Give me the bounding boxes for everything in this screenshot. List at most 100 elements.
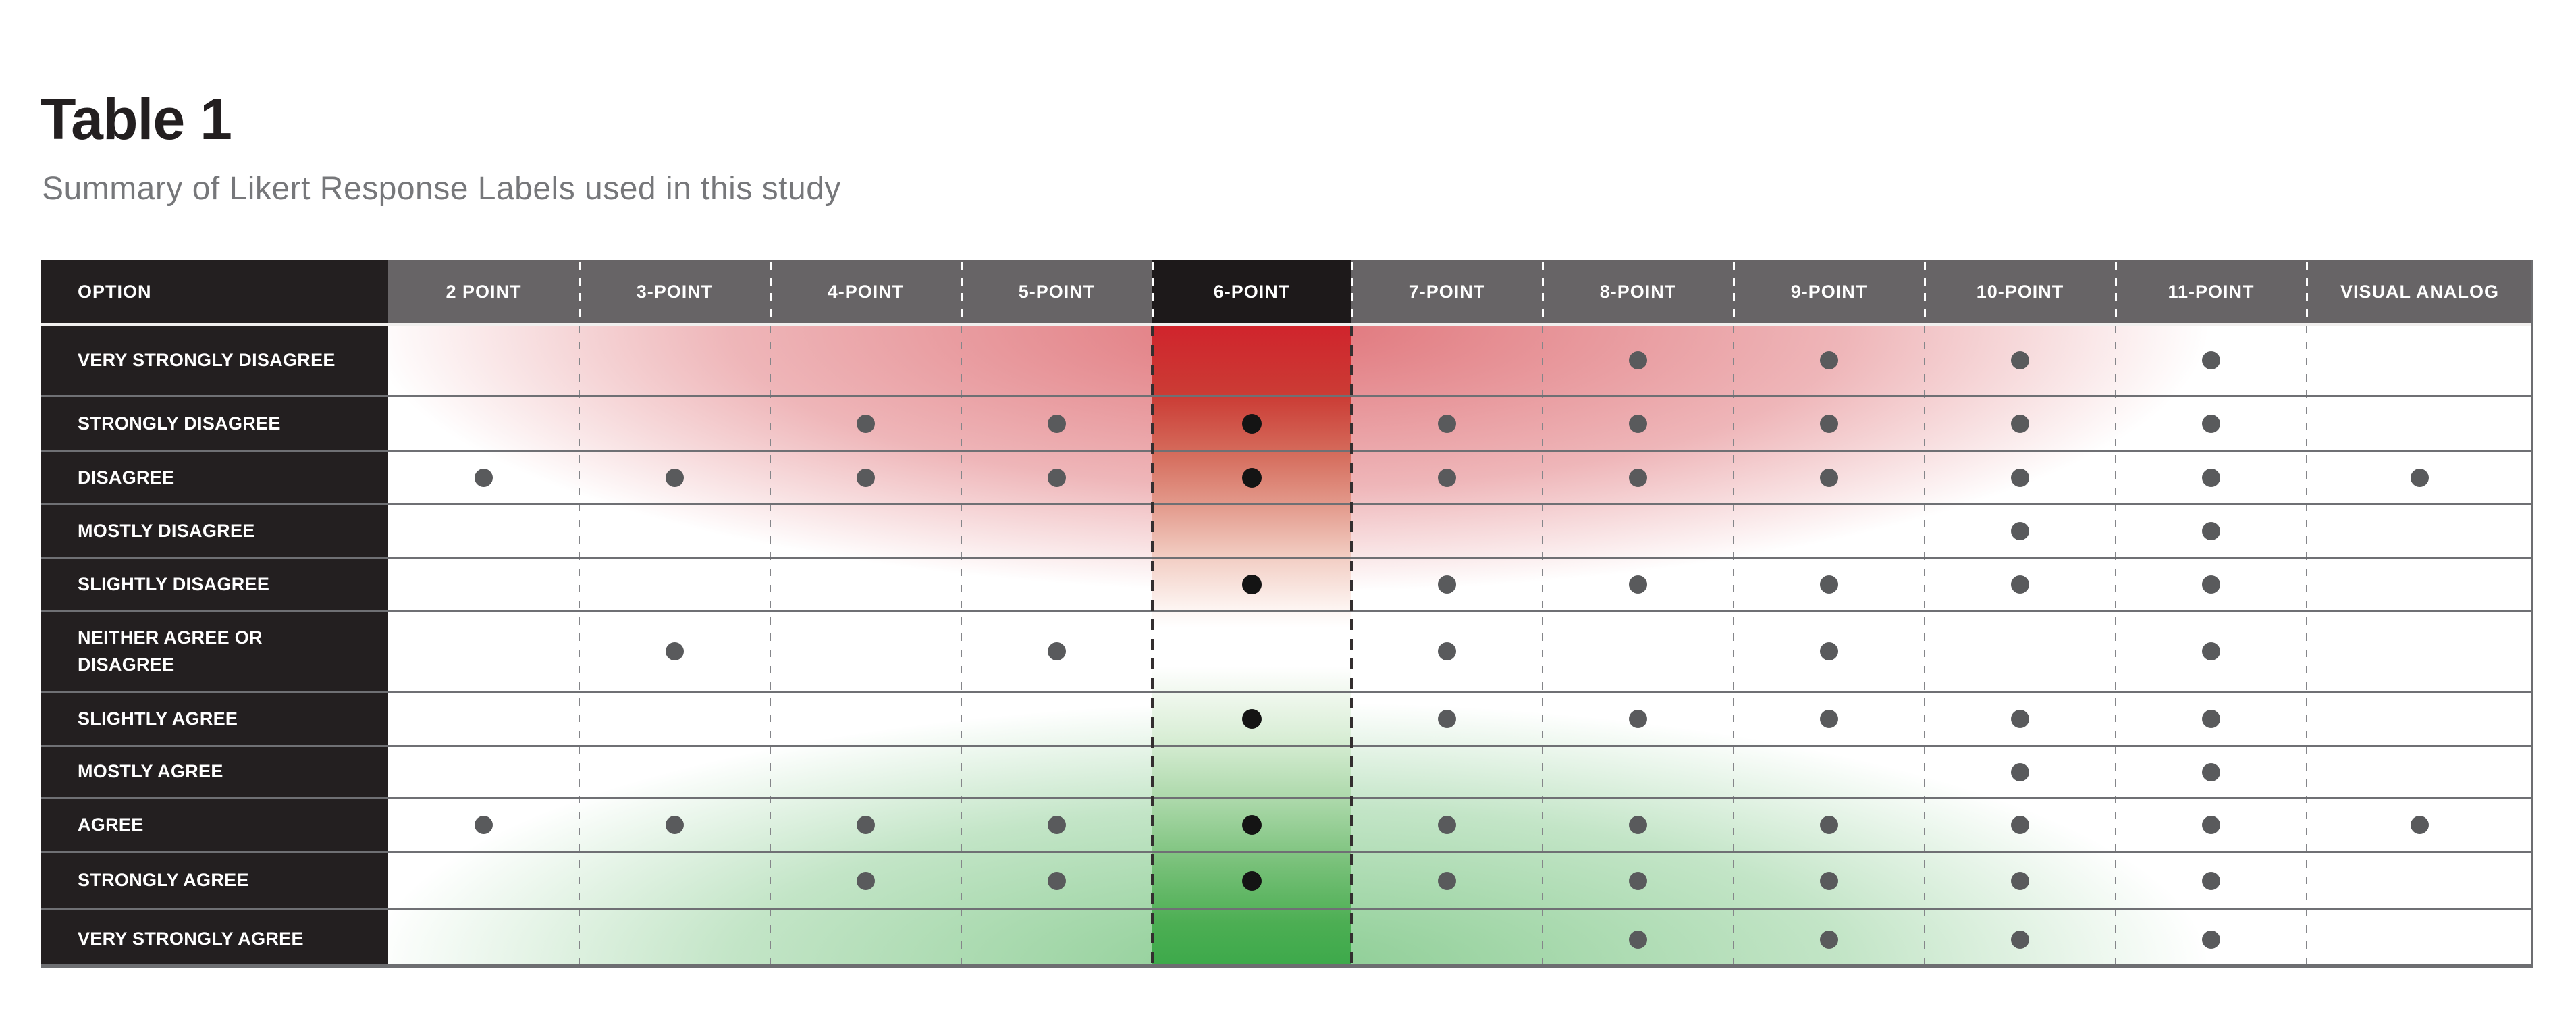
cell-strongly-disagree-10-point: [1925, 397, 2116, 452]
cell-slightly-disagree-10-point: [1925, 559, 2116, 612]
cell-mostly-agree-6-point: [1152, 747, 1351, 799]
cell-strongly-disagree-5-point: [961, 397, 1152, 452]
cell-agree-visual-analog: [2307, 799, 2533, 853]
response-dot: [1820, 415, 1838, 433]
cell-disagree-2-point: [388, 452, 579, 505]
cell-slightly-agree-6-point: [1152, 693, 1351, 747]
cell-slightly-disagree-8-point: [1542, 559, 1734, 612]
cell-strongly-agree-5-point: [961, 853, 1152, 910]
cell-slightly-agree-4-point: [770, 693, 961, 747]
cell-mostly-agree-9-point: [1734, 747, 1925, 799]
cell-agree-8-point: [1542, 799, 1734, 853]
cell-mostly-agree-5-point: [961, 747, 1152, 799]
response-dot: [1629, 871, 1647, 890]
column-header-option: OPTION: [41, 260, 388, 326]
table-bottom-border: [41, 964, 2533, 968]
cell-mostly-disagree-6-point: [1152, 505, 1351, 559]
cell-very-strongly-disagree-3-point: [579, 326, 770, 397]
cell-mostly-disagree-11-point: [2116, 505, 2307, 559]
response-dot: [1242, 468, 1262, 488]
row-label-strongly-disagree: STRONGLY DISAGREE: [41, 397, 388, 452]
response-dot: [1820, 575, 1838, 594]
row-label-agree: AGREE: [41, 799, 388, 853]
cell-agree-5-point: [961, 799, 1152, 853]
column-header-5-point: 5-POINT: [961, 260, 1152, 326]
cell-very-strongly-disagree-10-point: [1925, 326, 2116, 397]
response-dot: [2202, 522, 2220, 540]
header-column-divider: [960, 262, 963, 323]
cell-strongly-disagree-11-point: [2116, 397, 2307, 452]
cell-strongly-agree-2-point: [388, 853, 579, 910]
column-header-4-point: 4-POINT: [770, 260, 961, 326]
cell-slightly-agree-5-point: [961, 693, 1152, 747]
response-dot: [1048, 469, 1066, 487]
header-column-divider: [578, 262, 581, 323]
response-dot: [2202, 469, 2220, 487]
body-column-divider: [2115, 326, 2116, 968]
row-label-disagree: DISAGREE: [41, 452, 388, 505]
response-dot: [2011, 871, 2029, 890]
cell-slightly-agree-3-point: [579, 693, 770, 747]
cell-neither-agree-or-disagree-2-point: [388, 612, 579, 693]
cell-slightly-agree-8-point: [1542, 693, 1734, 747]
cell-strongly-agree-visual-analog: [2307, 853, 2533, 910]
six-point-dashed-border: [1150, 326, 1154, 968]
cell-agree-7-point: [1351, 799, 1542, 853]
cell-very-strongly-agree-6-point: [1152, 910, 1351, 968]
response-dot: [857, 415, 875, 433]
response-dot: [1820, 351, 1838, 369]
cell-agree-4-point: [770, 799, 961, 853]
response-dot: [1438, 642, 1456, 660]
cell-disagree-8-point: [1542, 452, 1734, 505]
cell-mostly-agree-8-point: [1542, 747, 1734, 799]
response-dot: [857, 469, 875, 487]
response-dot: [2011, 351, 2029, 369]
cell-agree-2-point: [388, 799, 579, 853]
row-label-neither-agree-or-disagree: NEITHER AGREE OR DISAGREE: [41, 612, 388, 693]
cell-strongly-agree-6-point: [1152, 853, 1351, 910]
response-dot: [1629, 415, 1647, 433]
header-column-divider: [1732, 262, 1735, 323]
cell-strongly-disagree-8-point: [1542, 397, 1734, 452]
row-label-slightly-disagree: SLIGHTLY DISAGREE: [41, 559, 388, 612]
cell-strongly-disagree-7-point: [1351, 397, 1542, 452]
column-header-7-point: 7-POINT: [1351, 260, 1542, 326]
response-dot: [2202, 871, 2220, 890]
page-subtitle: Summary of Likert Response Labels used i…: [42, 171, 841, 207]
response-dot: [1242, 871, 1262, 891]
cell-agree-9-point: [1734, 799, 1925, 853]
response-dot: [2011, 522, 2029, 540]
cell-very-strongly-agree-5-point: [961, 910, 1152, 968]
cell-mostly-disagree-8-point: [1542, 505, 1734, 559]
header-column-divider: [1541, 262, 1544, 323]
cell-strongly-agree-10-point: [1925, 853, 2116, 910]
cell-mostly-disagree-2-point: [388, 505, 579, 559]
column-header-2-point: 2 POINT: [388, 260, 579, 326]
cell-neither-agree-or-disagree-7-point: [1351, 612, 1542, 693]
response-dot: [2202, 710, 2220, 728]
cell-agree-3-point: [579, 799, 770, 853]
response-dot: [666, 816, 684, 834]
header-column-divider: [1923, 262, 1926, 323]
row-label-very-strongly-agree: VERY STRONGLY AGREE: [41, 910, 388, 968]
response-dot: [1629, 575, 1647, 594]
response-dot: [857, 871, 875, 890]
response-dot: [2011, 575, 2029, 594]
cell-slightly-agree-10-point: [1925, 693, 2116, 747]
cell-very-strongly-disagree-6-point: [1152, 326, 1351, 397]
cell-slightly-disagree-3-point: [579, 559, 770, 612]
column-header-visual-analog: VISUAL ANALOG: [2307, 260, 2533, 326]
cell-strongly-disagree-2-point: [388, 397, 579, 452]
cell-mostly-disagree-7-point: [1351, 505, 1542, 559]
cell-strongly-disagree-3-point: [579, 397, 770, 452]
cell-disagree-4-point: [770, 452, 961, 505]
response-dot: [857, 816, 875, 834]
response-dot: [2011, 762, 2029, 781]
cell-slightly-disagree-11-point: [2116, 559, 2307, 612]
cell-very-strongly-disagree-visual-analog: [2307, 326, 2533, 397]
response-dot: [1048, 871, 1066, 890]
response-dot: [1438, 710, 1456, 728]
cell-very-strongly-agree-4-point: [770, 910, 961, 968]
cell-neither-agree-or-disagree-4-point: [770, 612, 961, 693]
response-dot: [1820, 871, 1838, 890]
